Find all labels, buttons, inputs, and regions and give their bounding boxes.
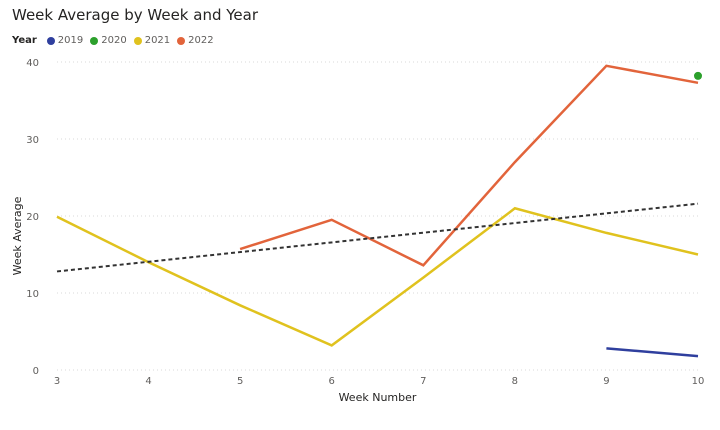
y-tick-label-20: 20 (26, 212, 39, 223)
legend-label-2020: 2020 (101, 35, 127, 46)
y-axis-title: Week Average (11, 196, 24, 275)
trend-line (56, 202, 699, 273)
legend-label-2022: 2022 (188, 35, 214, 46)
x-tick-label-6: 6 (329, 376, 335, 387)
x-tick-label-7: 7 (420, 376, 426, 387)
x-tick-label-10: 10 (692, 376, 705, 387)
x-axis-title: Week Number (339, 391, 417, 404)
legend-marker-2020 (90, 36, 99, 45)
series-line-2021 (56, 206, 699, 347)
series-line-2019 (606, 347, 699, 358)
legend-item-2020[interactable]: 2020 (90, 35, 127, 46)
series-point-2020 (694, 71, 702, 80)
legend-item-2021[interactable]: 2021 (133, 35, 171, 46)
legend-title: Year (12, 35, 37, 46)
chart-title: Week Average by Week and Year (12, 6, 259, 24)
x-tick-label-5: 5 (237, 376, 243, 387)
y-tick-label-10: 10 (26, 289, 39, 300)
legend-marker-2022 (177, 36, 186, 45)
series-line-2022 (239, 64, 699, 267)
y-tick-label-0: 0 (33, 366, 39, 377)
y-tick-label-40: 40 (26, 58, 39, 69)
x-tick-label-4: 4 (145, 376, 151, 387)
legend-item-2019[interactable]: 2019 (46, 35, 84, 46)
legend-label-2021: 2021 (144, 35, 171, 46)
x-tick-label-3: 3 (54, 376, 60, 387)
legend-marker-2021 (133, 36, 142, 45)
x-tick-label-8: 8 (512, 376, 518, 387)
legend: Year 2019 2020 2021 2022 (12, 35, 221, 46)
legend-item-2022[interactable]: 2022 (177, 35, 214, 46)
legend-label-2019: 2019 (57, 35, 84, 46)
y-tick-label-30: 30 (26, 135, 39, 146)
legend-marker-2019 (46, 36, 55, 45)
x-tick-label-9: 9 (603, 376, 609, 387)
